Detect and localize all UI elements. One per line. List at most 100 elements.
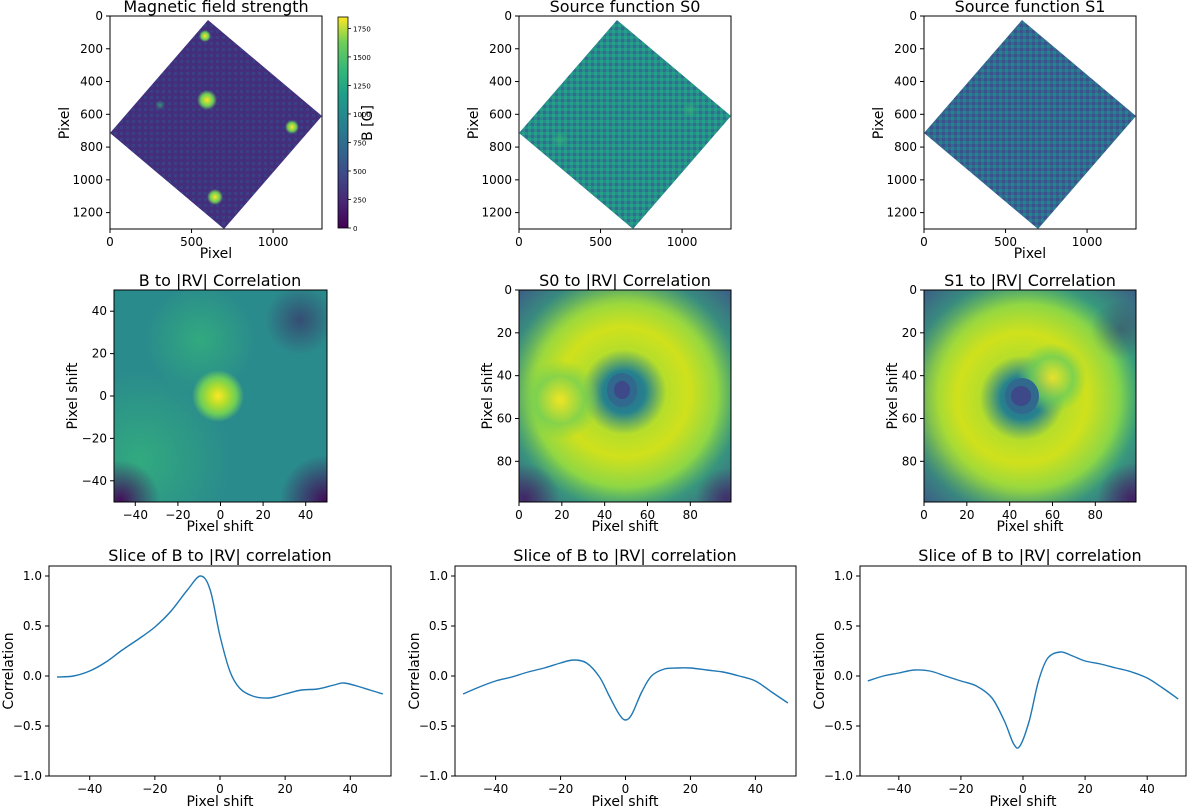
dark-corner bbox=[280, 455, 327, 502]
x-tick-label: 0 bbox=[622, 782, 630, 796]
colorbar-tick-label: 1750 bbox=[353, 25, 371, 33]
x-tick-label: 80 bbox=[1088, 508, 1103, 522]
colorbar-label: B [G] bbox=[360, 105, 376, 141]
y-axis-label: Pixel bbox=[57, 107, 73, 139]
y-tick-label: −40 bbox=[82, 474, 107, 488]
plot-frame bbox=[48, 565, 392, 777]
chart-title: Source function S1 bbox=[955, 0, 1106, 16]
y-tick-label: 400 bbox=[894, 75, 917, 89]
panel-source-s1: Source function S1 0 500 1000 0 200 400 600 800… bbox=[871, 0, 1137, 262]
y-axis-label: Pixel bbox=[466, 107, 482, 139]
y-tick-label: 200 bbox=[489, 42, 512, 56]
colorbar-tick-label: 1000 bbox=[353, 111, 371, 119]
x-axis-label: Pixel shift bbox=[591, 519, 659, 535]
x-axis-label: Pixel shift bbox=[996, 519, 1064, 535]
colorbar-tick-label: 750 bbox=[353, 139, 366, 147]
y-tick-label: 400 bbox=[80, 75, 103, 89]
y-axis-label: Pixel shift bbox=[480, 362, 496, 430]
heatmap-region bbox=[519, 20, 731, 229]
panel-s1-correlation: S1 to |RV| Correlation 0 20 40 60 80 0 20 40 60 8… bbox=[885, 271, 1137, 535]
axes: −40 −20 0 20 40 −1.0 −0.5 0.0 0.5 1.0 bbox=[419, 569, 789, 796]
y-tick-label: 800 bbox=[894, 140, 917, 154]
y-tick-label: 80 bbox=[497, 454, 512, 468]
x-tick-label: −40 bbox=[483, 782, 508, 796]
dark-area bbox=[1090, 300, 1136, 360]
correlation-minimum-core bbox=[614, 381, 630, 399]
x-tick-label: 500 bbox=[589, 235, 612, 249]
x-tick-label: 40 bbox=[1002, 508, 1017, 522]
x-tick-label: 20 bbox=[1077, 782, 1092, 796]
hotspot bbox=[155, 100, 165, 110]
x-tick-label: 60 bbox=[1045, 508, 1060, 522]
x-tick-label: −20 bbox=[142, 782, 167, 796]
hotspot bbox=[197, 90, 217, 110]
y-axis-label: Pixel shift bbox=[885, 362, 901, 430]
bright-area bbox=[145, 290, 255, 395]
y-tick-label: −0.5 bbox=[419, 719, 448, 733]
y-tick-label: 20 bbox=[497, 326, 512, 340]
x-tick-label: −20 bbox=[948, 782, 973, 796]
dark-corner bbox=[114, 460, 160, 502]
y-tick-label: 200 bbox=[894, 42, 917, 56]
x-tick-label: 0 bbox=[106, 235, 114, 249]
y-axis-label: Correlation bbox=[407, 632, 423, 709]
axes: 0 500 1000 0 200 400 600 800 1000 1200 bbox=[481, 9, 697, 249]
y-tick-label: 0 bbox=[909, 283, 917, 297]
y-tick-label: 1.0 bbox=[429, 569, 448, 583]
correlation-peak bbox=[192, 370, 244, 422]
y-tick-label: −0.5 bbox=[13, 719, 42, 733]
dark-corner bbox=[696, 468, 731, 502]
dark-area bbox=[265, 290, 327, 355]
x-tick-label: 1000 bbox=[258, 235, 289, 249]
colorbar-tick-label: 1250 bbox=[353, 82, 371, 90]
y-tick-label: 1200 bbox=[481, 206, 512, 220]
x-tick-label: 40 bbox=[298, 508, 313, 522]
y-tick-label: 600 bbox=[894, 107, 917, 121]
y-tick-label: 0 bbox=[909, 9, 917, 23]
x-tick-label: 0 bbox=[920, 508, 928, 522]
axes: −40 −20 0 20 40 −1.0 −0.5 0.0 0.5 1.0 bbox=[13, 569, 384, 796]
plot-frame bbox=[518, 289, 732, 503]
y-tick-label: 0 bbox=[504, 9, 512, 23]
y-tick-label: −0.5 bbox=[824, 719, 853, 733]
x-tick-label: 1000 bbox=[667, 235, 698, 249]
y-tick-label: 200 bbox=[80, 42, 103, 56]
x-axis-label: Pixel bbox=[1014, 246, 1046, 262]
plot-frame bbox=[923, 289, 1137, 503]
x-axis-label: Pixel shift bbox=[591, 794, 659, 807]
x-tick-label: 0 bbox=[920, 235, 928, 249]
chart-title: S1 to |RV| Correlation bbox=[944, 271, 1116, 290]
y-axis-label: Correlation bbox=[812, 632, 828, 709]
x-tick-label: 40 bbox=[597, 508, 612, 522]
bright-patch bbox=[551, 131, 569, 149]
series-line bbox=[462, 659, 789, 721]
y-axis-label: Pixel shift bbox=[65, 362, 81, 430]
x-tick-label: 500 bbox=[994, 235, 1017, 249]
y-tick-label: 600 bbox=[80, 107, 103, 121]
y-tick-label: 0.0 bbox=[23, 669, 42, 683]
x-tick-label: 0 bbox=[1019, 782, 1027, 796]
heatmap-region bbox=[924, 20, 1136, 229]
x-axis-label: Pixel bbox=[200, 246, 232, 262]
axes: 0 20 40 60 80 0 20 40 60 80 bbox=[902, 283, 1103, 522]
x-tick-label: −20 bbox=[548, 782, 573, 796]
panel-slice-3: Slice of B to |RV| correlation −40 −20 0 20… bbox=[812, 546, 1187, 807]
y-axis-label: Pixel bbox=[871, 107, 887, 139]
plot-frame bbox=[454, 565, 797, 777]
series-line bbox=[57, 575, 384, 699]
chart-title: Slice of B to |RV| correlation bbox=[108, 546, 331, 565]
x-tick-label: 40 bbox=[343, 782, 358, 796]
x-tick-label: 0 bbox=[515, 508, 523, 522]
y-tick-label: 1.0 bbox=[834, 569, 853, 583]
y-tick-label: 60 bbox=[902, 411, 917, 425]
panel-slice-1: Slice of B to |RV| correlation −40 −20 0 20… bbox=[1, 546, 392, 807]
y-axis-label: Correlation bbox=[1, 632, 17, 709]
chart-title: Magnetic field strength bbox=[123, 0, 308, 16]
y-tick-label: 40 bbox=[902, 369, 917, 383]
colorbar-tick-label: 500 bbox=[353, 168, 366, 176]
y-tick-label: 1000 bbox=[886, 173, 917, 187]
hotspot bbox=[285, 120, 299, 134]
x-tick-label: 40 bbox=[748, 782, 763, 796]
axes: −40 −20 0 20 40 40 20 0 −20 −40 bbox=[82, 304, 314, 522]
